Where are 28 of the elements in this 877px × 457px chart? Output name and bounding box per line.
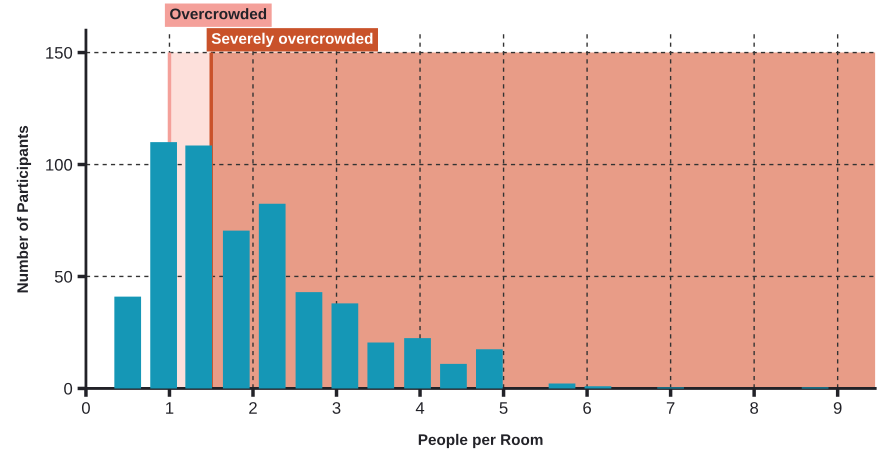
y-tick-label: 0 — [64, 382, 72, 395]
bar — [332, 303, 358, 388]
x-tick-label: 3 — [332, 402, 340, 414]
bar — [548, 384, 576, 388]
ref-line-label: Severely overcrowded — [212, 32, 372, 47]
bar — [222, 230, 250, 388]
x-tick-label: 1 — [166, 402, 174, 414]
y-tick-label: 50 — [54, 270, 72, 283]
ref-line-label: Overcrowded — [170, 8, 266, 20]
x-tick-label: 2 — [249, 402, 257, 414]
bar — [404, 338, 431, 388]
x-tick-label: 5 — [500, 402, 508, 414]
x-tick-label: 9 — [834, 402, 842, 414]
x-tick-label: 6 — [583, 402, 591, 414]
bar — [114, 296, 142, 388]
bar — [258, 204, 286, 388]
bar — [440, 364, 467, 388]
y-tick-label: 150 — [46, 46, 72, 59]
bar — [476, 349, 503, 388]
y-axis-title: Number of Participants — [16, 126, 32, 292]
x-tick-label: 7 — [666, 402, 674, 414]
y-tick-label: 100 — [46, 158, 72, 171]
x-axis-title: People per Room — [418, 434, 542, 448]
x-tick-label: 0 — [82, 402, 90, 414]
bar — [367, 342, 394, 388]
bar — [296, 292, 322, 388]
x-tick-label: 4 — [416, 402, 424, 414]
x-tick-label: 8 — [750, 402, 758, 414]
